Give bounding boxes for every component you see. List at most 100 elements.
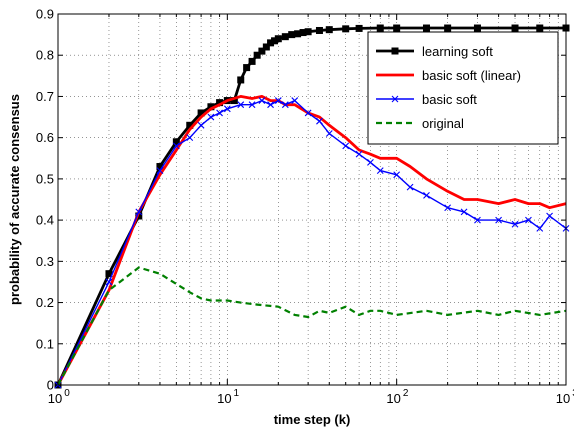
- x-tick-label: 10: [48, 391, 62, 406]
- data-point-marker: [325, 26, 333, 34]
- data-point-marker: [325, 130, 333, 137]
- y-tick-label: 0.8: [36, 48, 54, 63]
- data-point-marker: [262, 43, 270, 51]
- data-point-marker: [267, 101, 274, 109]
- data-point-marker: [474, 216, 481, 224]
- data-point-marker: [248, 57, 256, 65]
- data-point-marker: [460, 208, 468, 216]
- data-point-marker: [156, 167, 164, 175]
- x-axis-label: time step (k): [274, 412, 351, 427]
- data-point-marker: [315, 26, 323, 34]
- y-tick-label: 0.6: [36, 130, 54, 145]
- data-point-marker: [393, 24, 401, 32]
- data-point-marker: [230, 97, 238, 105]
- data-point-marker: [288, 31, 296, 39]
- y-axis-label: probability of accurate consensus: [7, 94, 22, 305]
- data-point-marker: [536, 24, 544, 32]
- data-point-marker: [444, 204, 452, 212]
- data-point-marker: [258, 47, 266, 55]
- data-point-marker: [172, 142, 180, 150]
- data-point-marker: [393, 171, 401, 179]
- y-tick-label: 0: [47, 378, 54, 393]
- data-point-marker: [186, 121, 194, 129]
- data-point-marker: [197, 109, 205, 117]
- data-point-marker: [253, 51, 261, 59]
- data-point-marker: [258, 97, 266, 104]
- data-point-marker: [422, 24, 430, 32]
- x-tick-label: 10: [386, 391, 400, 406]
- data-point-marker: [367, 159, 374, 166]
- legend-label: original: [422, 116, 464, 131]
- data-point-marker: [172, 138, 180, 146]
- data-point-marker: [444, 24, 452, 32]
- data-point-marker: [342, 142, 350, 150]
- data-point-marker: [511, 24, 519, 32]
- x-tick-exponent: 1: [234, 388, 240, 399]
- y-tick-label: 0.4: [36, 213, 54, 228]
- data-point-marker: [294, 30, 302, 38]
- data-point-marker: [243, 64, 251, 72]
- data-point-marker: [248, 101, 256, 109]
- data-point-marker: [525, 216, 532, 224]
- data-point-marker: [304, 28, 312, 36]
- data-point-marker: [316, 117, 323, 125]
- data-point-marker: [281, 101, 289, 109]
- data-point-marker: [291, 97, 299, 104]
- data-point-marker: [105, 270, 113, 278]
- series-line-1: [56, 95, 567, 386]
- legend-label: learning soft: [422, 44, 493, 59]
- data-point-marker: [406, 183, 414, 191]
- data-point-marker: [376, 167, 384, 175]
- data-point-marker: [274, 35, 282, 43]
- data-point-marker: [135, 212, 143, 220]
- data-point-marker: [105, 278, 113, 286]
- legend-label: basic soft: [422, 92, 477, 107]
- data-point-marker: [197, 121, 205, 129]
- data-point-marker: [536, 224, 544, 232]
- data-point-marker: [342, 25, 350, 33]
- data-point-marker: [237, 101, 245, 109]
- data-point-marker: [546, 212, 553, 220]
- legend-box: [367, 31, 559, 145]
- y-tick-label: 0.7: [36, 89, 54, 104]
- data-point-marker: [274, 97, 282, 104]
- legend-marker: [391, 47, 399, 55]
- data-point-marker: [299, 29, 307, 37]
- data-point-marker: [186, 134, 194, 142]
- data-point-marker: [216, 109, 223, 117]
- legend-label: basic soft (linear): [422, 68, 521, 83]
- series-line-3: [57, 266, 567, 386]
- data-point-marker: [237, 76, 245, 84]
- y-tick-label: 0.3: [36, 254, 54, 269]
- y-tick-label: 0.9: [36, 7, 54, 22]
- data-point-marker: [207, 113, 215, 121]
- y-tick-label: 0.1: [36, 336, 54, 351]
- data-point-marker: [271, 37, 279, 45]
- data-point-marker: [281, 33, 289, 41]
- data-point-marker: [216, 99, 224, 107]
- x-tick-exponent: 0: [64, 388, 70, 399]
- data-point-marker: [135, 208, 143, 216]
- y-tick-label: 0.5: [36, 171, 54, 186]
- data-point-marker: [511, 220, 519, 228]
- data-point-marker: [355, 24, 363, 32]
- data-point-marker: [355, 150, 363, 158]
- x-tick-exponent: 2: [403, 388, 409, 399]
- data-point-marker: [423, 191, 430, 199]
- x-tick-exponent: 3: [572, 388, 574, 399]
- data-point-marker: [473, 24, 481, 32]
- data-point-marker: [304, 109, 312, 117]
- plot-frame: [57, 13, 567, 386]
- x-tick-label: 10: [217, 391, 231, 406]
- data-point-marker: [267, 39, 275, 47]
- y-tick-label: 0.2: [36, 295, 54, 310]
- data-point-marker: [156, 163, 164, 171]
- data-point-marker: [376, 24, 384, 32]
- data-point-marker: [495, 216, 503, 224]
- x-tick-label: 10: [556, 391, 570, 406]
- legend-marker: [391, 95, 399, 103]
- data-point-marker: [223, 105, 231, 113]
- data-point-marker: [207, 103, 215, 111]
